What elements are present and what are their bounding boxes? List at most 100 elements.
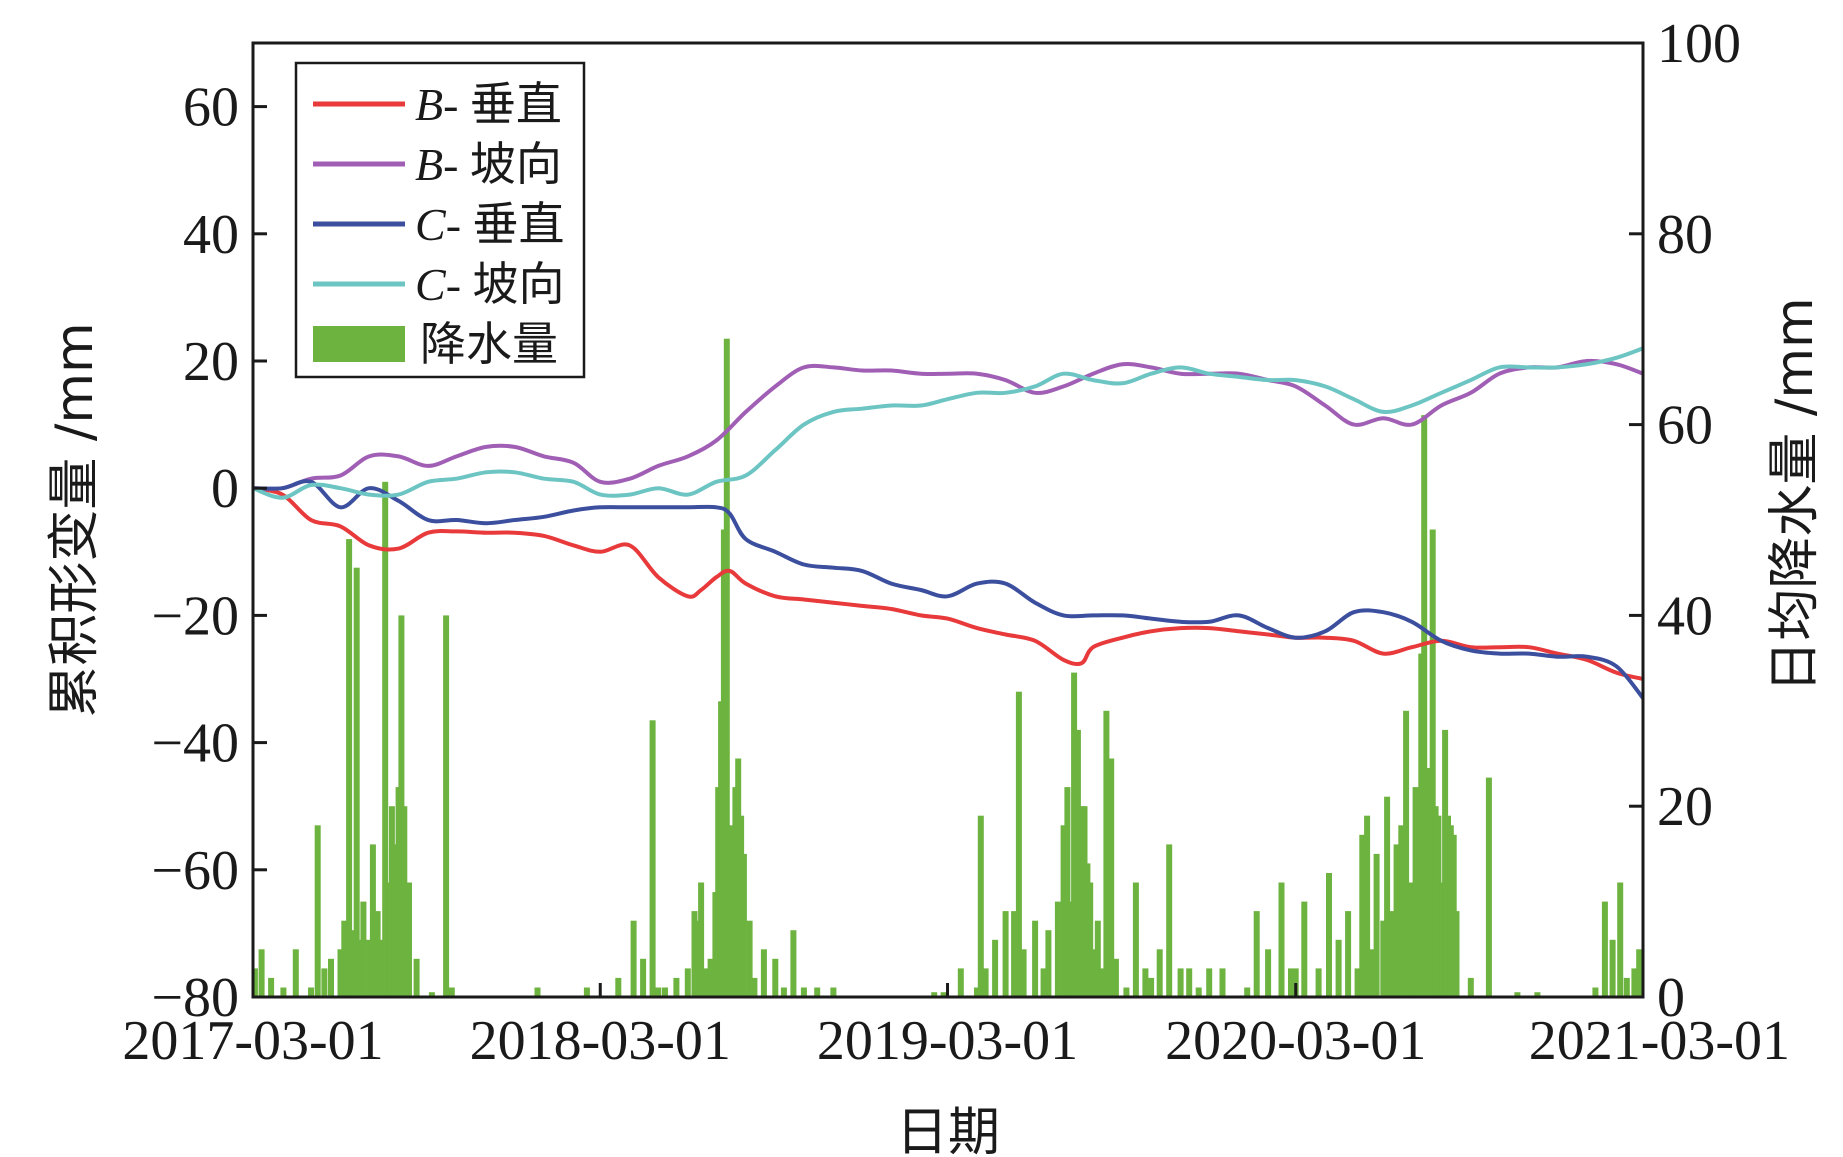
precipitation-bar (814, 987, 821, 997)
precipitation-bar (1388, 911, 1395, 997)
precipitation-bar (1601, 901, 1608, 997)
precipitation-bar (1380, 920, 1387, 997)
precipitation-bar (1364, 815, 1371, 997)
precipitation-bar (314, 825, 321, 997)
precipitation-bar (353, 567, 360, 997)
precipitation-bar (534, 987, 541, 997)
left-axis-ticks: −80 −60 −40 −20 0 20 40 60 (151, 77, 267, 1029)
precipitation-bar (1011, 911, 1018, 997)
precipitation-bar (1148, 977, 1155, 997)
precipitation-bar (1177, 968, 1184, 997)
precipitation-bar (360, 901, 367, 997)
precipitation-bar (369, 844, 376, 997)
left-tick-label: 60 (183, 77, 239, 139)
precipitation-bar (1393, 844, 1400, 997)
legend-box (294, 61, 586, 379)
precipitation-bar (1103, 710, 1110, 997)
precipitation-bar (1098, 968, 1105, 997)
series-line-1 (252, 358, 1644, 491)
precipitation-bar (1045, 930, 1052, 997)
precipitation-bar (655, 987, 662, 997)
right-tick-label: 40 (1657, 585, 1713, 647)
precipitation-bar (1631, 968, 1638, 997)
precipitation-bar (401, 806, 408, 997)
precipitation-bar (751, 977, 758, 997)
right-axis-ticks: 0 20 40 60 80 100 (1629, 13, 1741, 1029)
legend-label: C- 垂直 (415, 199, 565, 250)
x-tick-label: 2019-03-01 (817, 1010, 1078, 1072)
precipitation-bar (1368, 949, 1375, 997)
precipitation-bar (780, 987, 787, 997)
precipitation-bar (940, 992, 947, 997)
precipitation-bar (448, 987, 455, 997)
precipitation-bar (428, 992, 435, 997)
precipitation-bar (1091, 949, 1097, 997)
precipitation-bar (1345, 911, 1352, 997)
precipitation-bar (1253, 911, 1260, 997)
precipitation-bar (1514, 992, 1521, 997)
precipitation-bar (662, 987, 668, 997)
precipitation-bar (1429, 529, 1436, 997)
left-tick-label: 20 (183, 331, 239, 393)
precipitation-bar (740, 853, 747, 997)
legend-swatch (313, 326, 405, 362)
precipitation-bar (1335, 939, 1342, 997)
precipitation-bar (1074, 729, 1081, 997)
precipitation-bar (1384, 796, 1391, 997)
precipitation-bar (391, 844, 398, 997)
precipitation-bar (673, 977, 680, 997)
right-tick-label: 0 (1657, 967, 1685, 1029)
left-tick-label: −80 (151, 967, 239, 1029)
precipitation-bar (977, 815, 984, 997)
precipitation-bar (321, 968, 328, 997)
x-tick-label: 2017-03-01 (122, 1010, 383, 1072)
precipitation-bar (1040, 968, 1047, 997)
precipitation-bar (1398, 825, 1405, 997)
precipitation-bar (1534, 992, 1541, 997)
series-line-3 (252, 346, 1644, 500)
precipitation-bar (982, 968, 989, 997)
precipitation-bar (1112, 958, 1119, 997)
precipitation-bar (760, 949, 767, 997)
precipitation-bar (684, 968, 691, 997)
precipitation-bar (723, 338, 730, 997)
precipitation-bar (1108, 758, 1115, 997)
right-tick-label: 60 (1657, 395, 1713, 457)
precipitation-bar (746, 920, 753, 997)
legend-label: 降水量 (420, 319, 558, 370)
precipitation-bar (1142, 968, 1149, 997)
precipitation-bar (1067, 901, 1074, 997)
precipitation-bar (374, 911, 381, 997)
left-tick-label: −60 (151, 840, 239, 902)
precipitation-bar (341, 920, 348, 997)
precipitation-bar (1156, 949, 1163, 997)
precipitation-bar (1288, 968, 1294, 997)
precipitation-bar (992, 939, 999, 997)
precipitation-bar (630, 920, 637, 997)
precipitation-bar (615, 977, 622, 997)
x-axis-label: 日期 (896, 1103, 1000, 1157)
precipitation-bar (1219, 968, 1226, 997)
precipitation-bar (1195, 987, 1202, 997)
precipitation-bar (1315, 968, 1322, 997)
precipitation-bar (583, 987, 590, 997)
precipitation-bar (1301, 901, 1308, 997)
precipitation-bar (1435, 815, 1442, 997)
precipitation-bar (1132, 882, 1139, 997)
precipitation-bar (1278, 882, 1285, 997)
precipitation-bar (292, 949, 299, 997)
precipitation-bar (1592, 987, 1599, 997)
precipitation-bar (649, 720, 656, 997)
series-line-2 (252, 479, 1645, 700)
left-axis-label: 累积形变量 /mm (45, 322, 105, 717)
precipitation-bar (1166, 844, 1173, 997)
precipitation-bar (251, 968, 258, 997)
precipitation-bar (1408, 882, 1415, 997)
precipitation-bar (382, 481, 389, 997)
precipitation-bar (1326, 873, 1332, 997)
precipitation-bars (251, 338, 1643, 998)
precipitation-bar (957, 968, 964, 997)
right-tick-label: 100 (1657, 13, 1741, 75)
precipitation-bar (1485, 777, 1492, 997)
precipitation-bar (1002, 911, 1009, 997)
